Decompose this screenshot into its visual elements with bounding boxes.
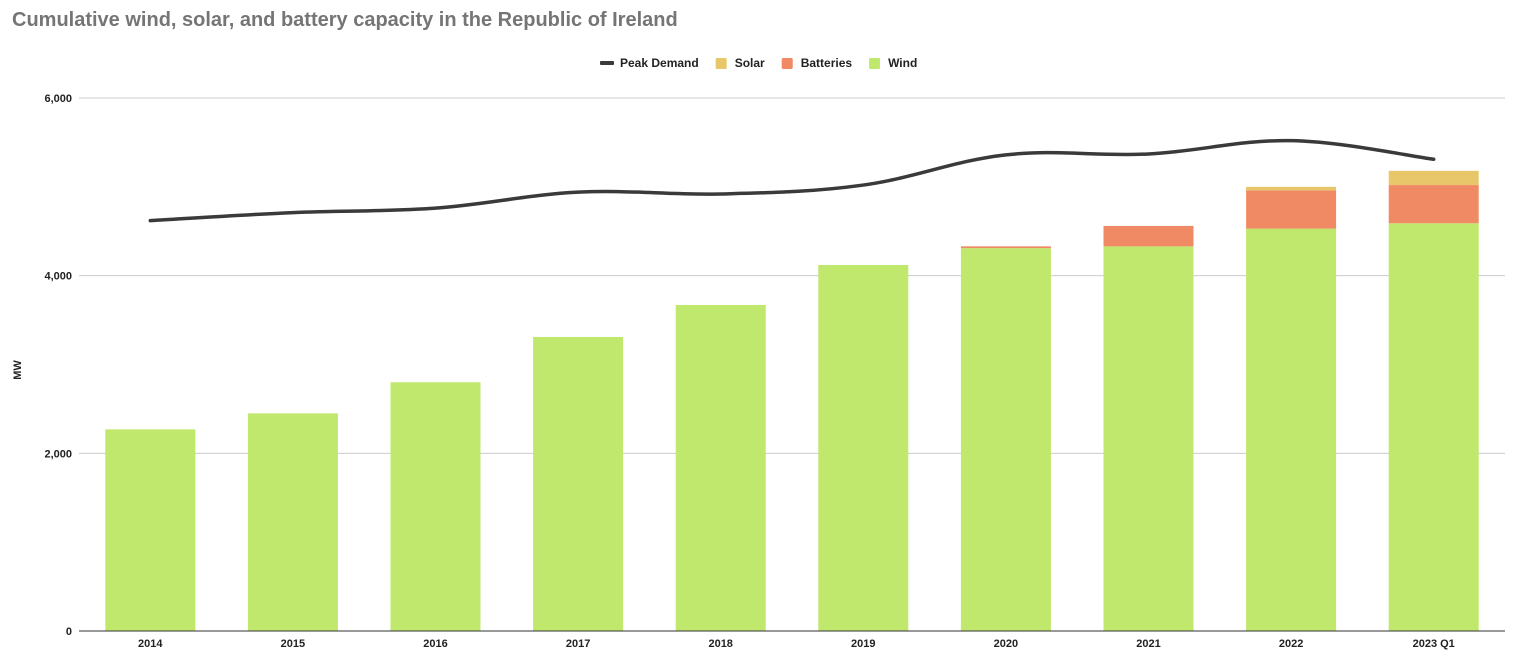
bar-wind [533,336,624,631]
bar-wind [1246,228,1337,631]
x-tick-label: 2016 [423,638,447,650]
x-tick-label: 2017 [566,638,590,650]
legend-label: Solar [735,56,765,70]
x-tick-label: 2018 [708,638,732,650]
bar-wind [247,413,338,631]
legend-swatch [781,58,793,69]
legend-item-batteries[interactable]: Batteries [781,56,853,70]
bar-batteries [1388,185,1479,224]
x-tick-label: 2023 Q1 [1413,638,1455,650]
legend-label: Wind [888,56,917,70]
x-tick-label: 2014 [138,638,163,650]
bar-wind [390,382,481,631]
x-tick-label: 2020 [994,638,1018,650]
line-series [148,138,1436,223]
axes: 0 2,000 4,000 6,000 2014 2015 2016 2017 2018 2019… [44,93,1505,650]
legend-label: Peak Demand [620,56,699,70]
bar-batteries [1103,225,1194,247]
legend-swatch [600,61,614,65]
y-tick-label: 2,000 [44,448,72,460]
bars [105,170,1479,631]
x-tick-label: 2019 [851,638,875,650]
y-tick-label: 4,000 [44,271,72,283]
legend-item-wind[interactable]: Wind [869,56,917,70]
bar-solar [1388,170,1479,186]
bar-wind [960,248,1051,631]
chart-title: Cumulative wind, solar, and battery capa… [12,9,678,31]
legend-item-solar[interactable]: Solar [715,56,765,70]
bar-batteries [1246,190,1337,229]
bar-wind [675,304,766,631]
bar-wind [1103,246,1194,631]
legend: Peak Demand Solar Batteries Wind [600,56,917,70]
bar-batteries [960,246,1051,249]
legend-swatch [869,58,881,69]
legend-item-peak-demand[interactable]: Peak Demand [600,56,699,70]
y-axis-title: MW [12,360,24,380]
y-tick-label: 6,000 [44,93,72,105]
bar-solar [1246,186,1337,191]
line-peak-demand [148,138,1436,223]
legend-label: Batteries [801,56,853,70]
legend-swatch [715,58,727,69]
bar-wind [1388,223,1479,631]
x-tick-label: 2022 [1279,638,1303,650]
y-tick-label: 0 [66,626,72,638]
bar-wind [818,265,909,631]
x-tick-label: 2015 [281,638,305,650]
bar-wind [105,429,196,631]
x-tick-label: 2021 [1136,638,1160,650]
